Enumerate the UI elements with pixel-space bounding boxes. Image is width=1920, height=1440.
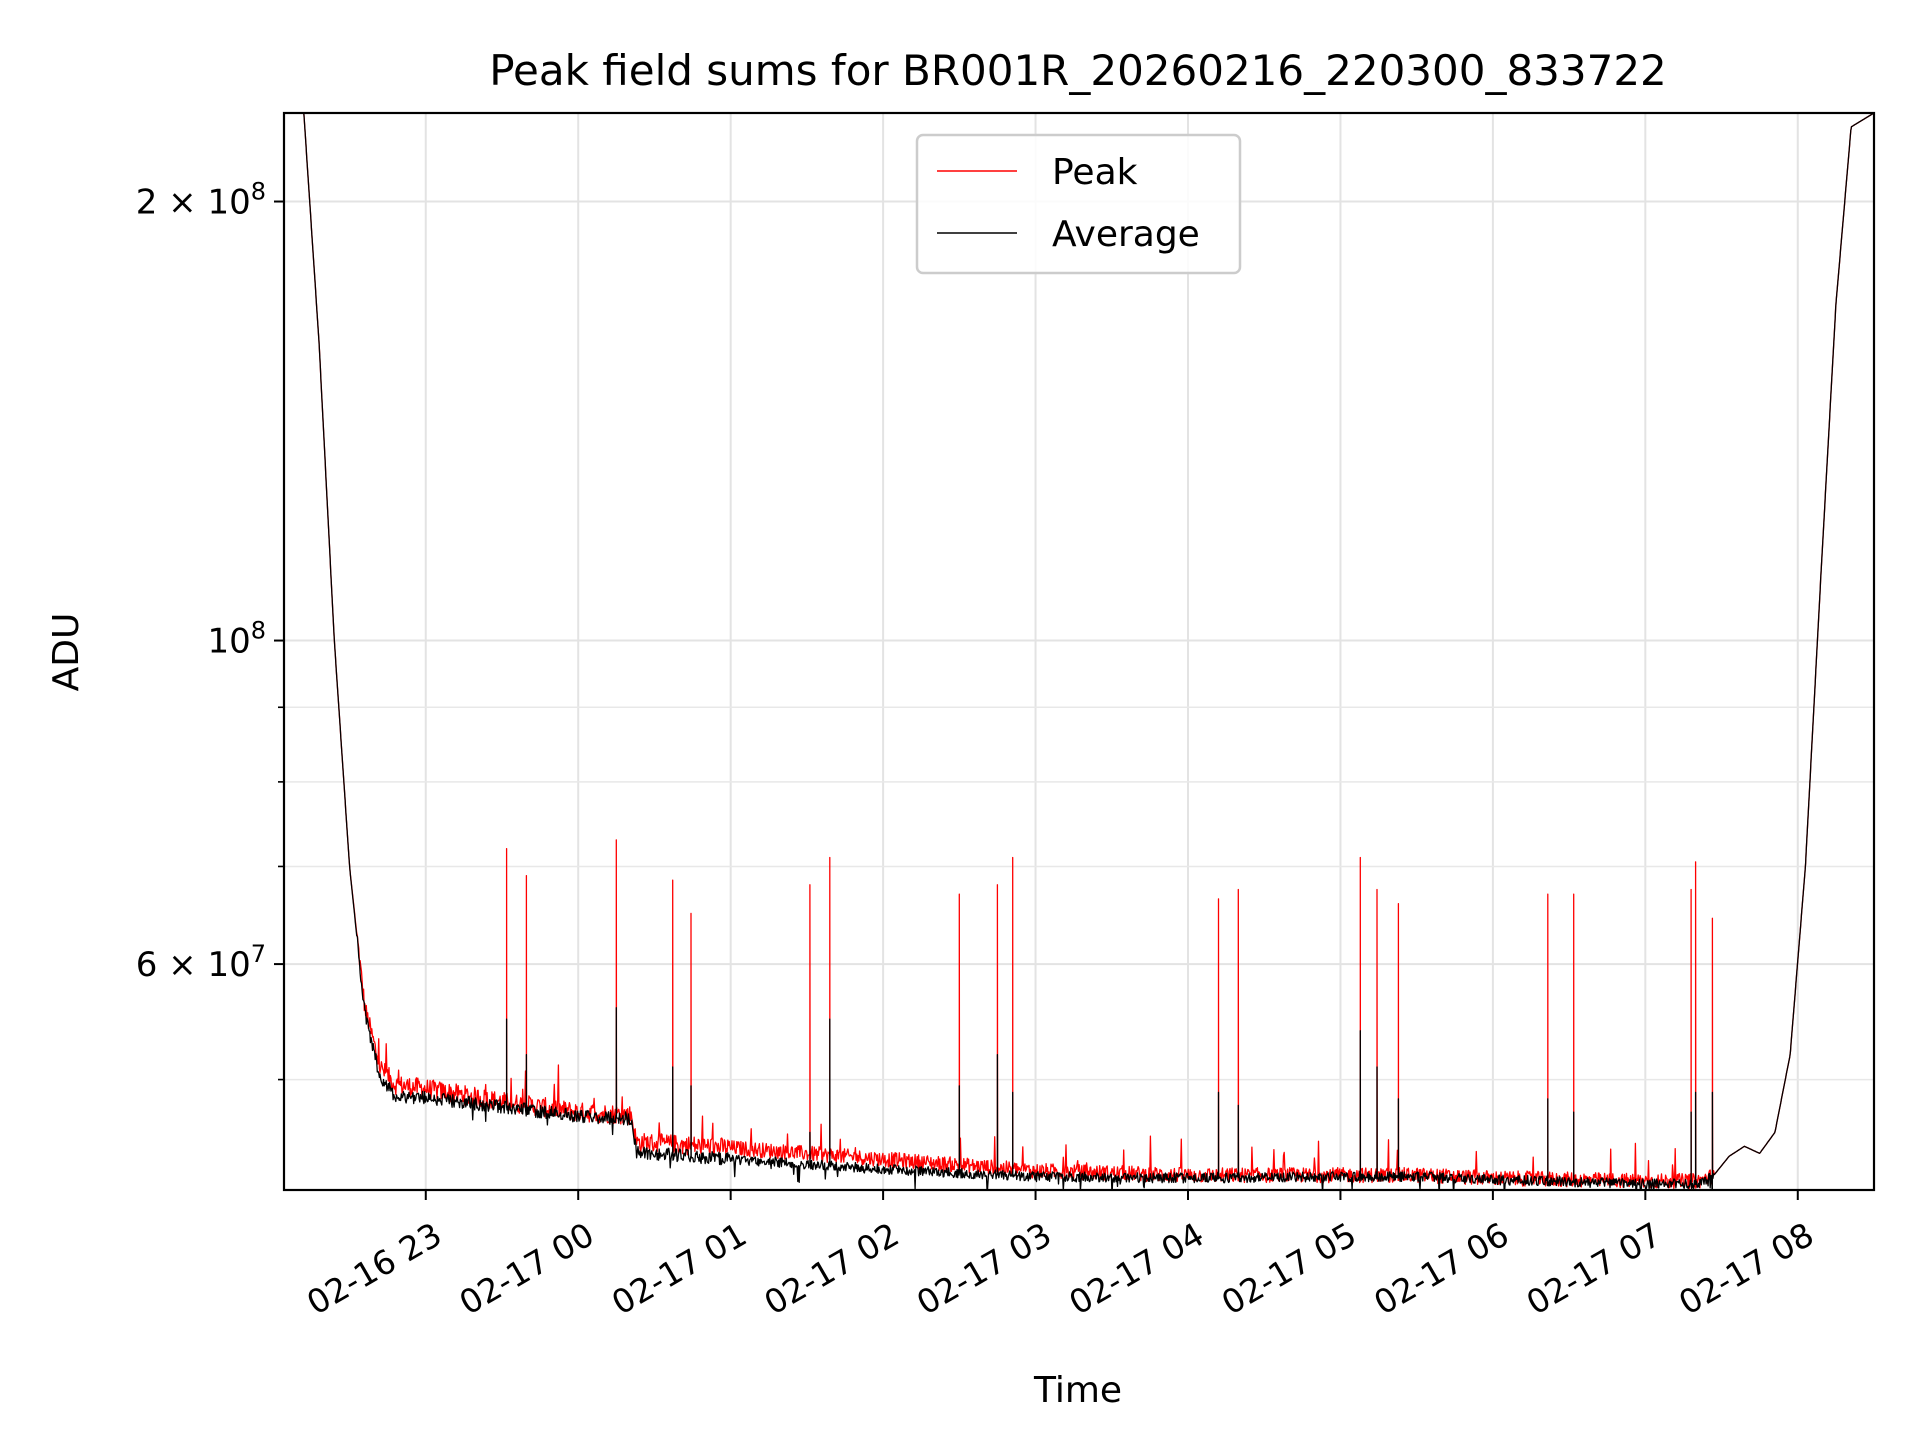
x-axis-label: Time [1033,1370,1122,1411]
plot-frame [282,111,1876,1192]
y-tick-base: 2 × 10 [136,183,251,223]
y-tick-base: 6 × 10 [136,945,251,985]
legend: Peak Average [915,133,1242,275]
legend-box [915,133,1242,275]
y-tick-exponent: 8 [251,178,266,206]
chart-title: Peak field sums for BR001R_20260216_2203… [489,46,1667,95]
series-layer [284,113,1874,1190]
legend-peak-label: Peak [1052,152,1138,193]
grid [284,113,1874,1190]
y-tick-label: 108 [207,617,266,662]
series-line-average [284,113,1874,1190]
legend-average-label: Average [1052,214,1200,255]
y-axis-label: ADU [46,613,87,692]
y-tick-label: 6 × 107 [136,940,266,985]
y-tick-exponent: 7 [251,940,266,968]
y-tick-exponent: 8 [251,617,266,645]
y-tick-label: 2 × 108 [136,178,266,223]
y-tick-base: 10 [207,622,250,662]
